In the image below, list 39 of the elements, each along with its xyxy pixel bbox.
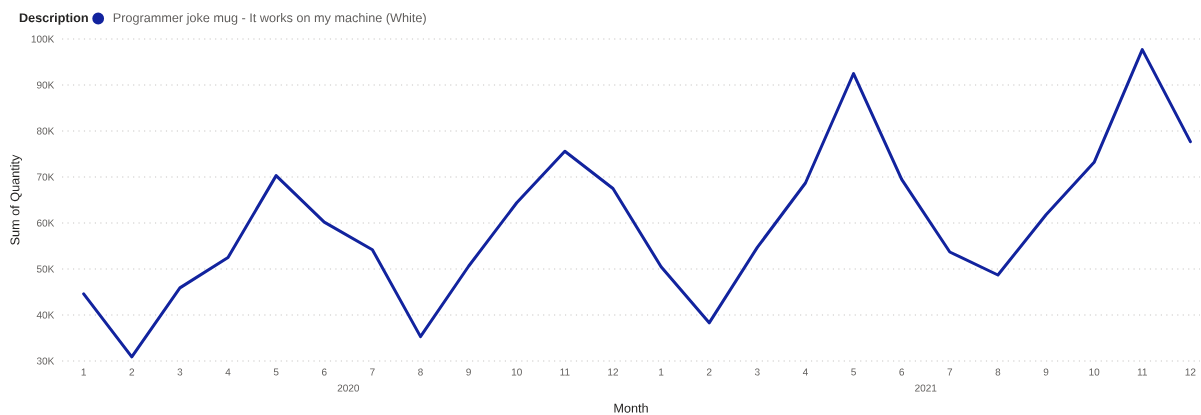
y-tick-label: 100K xyxy=(31,35,55,43)
y-tick-label: 80K xyxy=(36,127,55,135)
x-tick-label: 9 xyxy=(466,368,471,376)
y-tick-label: 90K xyxy=(36,81,55,89)
x-tick-label: 3 xyxy=(177,368,183,376)
y-tick-label: 70K xyxy=(37,173,55,181)
x-tick-label: 6 xyxy=(321,368,327,376)
x-tick-label: 8 xyxy=(418,368,423,376)
x-tick-label: 7 xyxy=(370,368,375,376)
x-tick-label: 7 xyxy=(947,368,953,376)
x-tick-label: 11 xyxy=(560,368,570,376)
x-tick-label: 9 xyxy=(1043,368,1049,376)
x-tick-label: 4 xyxy=(802,368,808,376)
text: 2020 xyxy=(337,384,360,392)
legend-title: Description xyxy=(19,12,88,25)
y-tick-label: 30K xyxy=(36,357,55,365)
x-tick-label: 10 xyxy=(511,368,522,376)
x-tick-label: 1 xyxy=(81,368,86,376)
y-tick-label: 40K xyxy=(36,311,55,319)
x-tick-label: 11 xyxy=(1137,368,1147,376)
x-tick-label: 10 xyxy=(1089,368,1100,376)
x-tick-label: 8 xyxy=(995,368,1001,376)
y-axis-title: Sum of Quantity xyxy=(10,154,22,245)
text: 2021 xyxy=(915,384,937,392)
line-series xyxy=(82,48,1192,359)
x-tick-label: 5 xyxy=(273,368,279,376)
legend-label: Programmer joke mug - It works on my machine (White) xyxy=(113,12,426,25)
x-tick-label: 2 xyxy=(706,368,712,376)
x-tick-label: 3 xyxy=(754,368,760,376)
x-tick-label: 6 xyxy=(899,368,905,376)
x-axis-title: Month xyxy=(614,403,648,413)
x-tick-label: 4 xyxy=(225,368,231,376)
x-tick-label: 12 xyxy=(1185,368,1196,376)
x-tick-label: 5 xyxy=(851,368,856,376)
y-tick-label: 60K xyxy=(37,219,55,227)
x-tick-label: 12 xyxy=(608,368,619,376)
x-tick-label: 1 xyxy=(659,368,664,376)
y-tick-label: 50K xyxy=(36,265,55,273)
x-tick-label: 2 xyxy=(129,368,135,376)
